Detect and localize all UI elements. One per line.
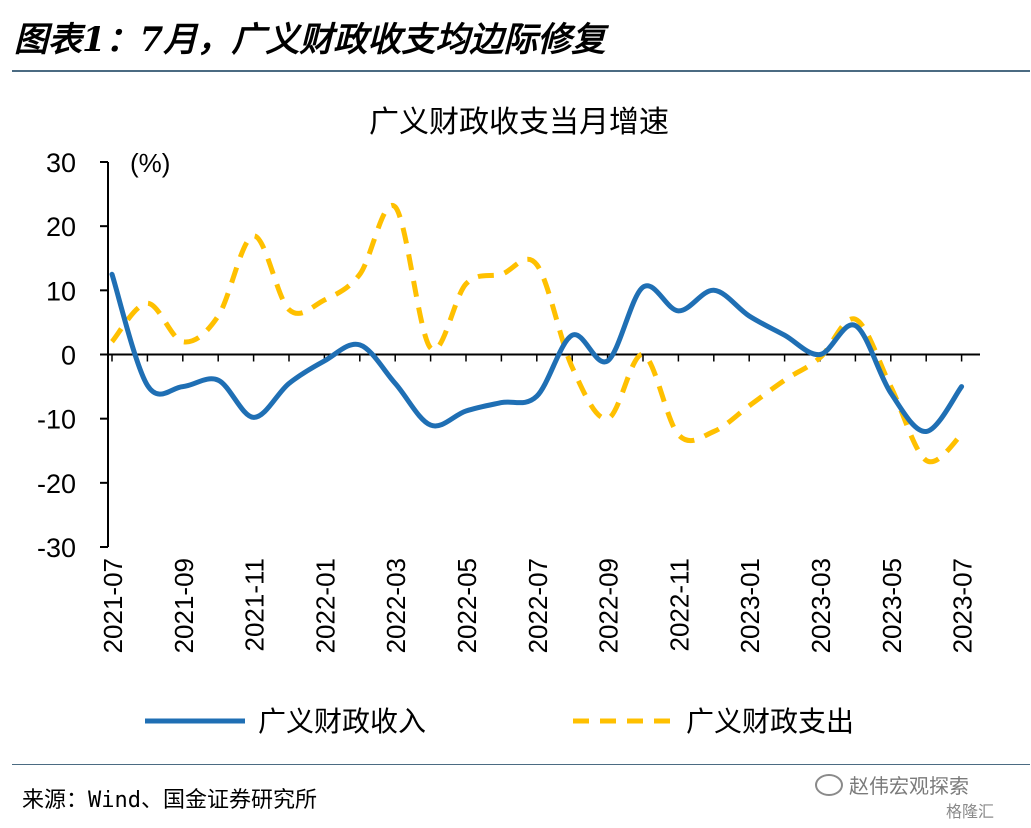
watermark-text: 赵伟宏观探索 [849, 774, 969, 798]
x-axis: 2021-07 2021-09 2021-11 2022-01 2022-03 2022-… [98, 353, 980, 653]
x-tick-label: 2022-11 [664, 558, 694, 652]
y-tick-label: -30 [37, 533, 76, 563]
y-axis: 30 20 10 0 -10 -20 -30 [37, 148, 109, 563]
y-tick-label: 30 [46, 148, 76, 178]
header-divider [12, 70, 1030, 72]
x-tick-label: 2021-11 [240, 558, 270, 652]
footer-divider [12, 764, 1030, 765]
x-tick-label: 2021-09 [169, 558, 199, 653]
wechat-icon [815, 774, 843, 796]
x-tick-label: 2022-09 [594, 558, 624, 653]
x-tick-label: 2023-01 [735, 558, 765, 653]
y-tick-label: 10 [46, 276, 76, 306]
x-tick-label: 2022-01 [310, 558, 340, 653]
legend-label: 广义财政支出 [686, 706, 854, 737]
series-line-expenditure [110, 202, 964, 465]
legend: 广义财政收入 广义财政支出 [145, 706, 854, 737]
x-tick-label: 2022-03 [381, 558, 411, 653]
watermark: 赵伟宏观探索 [815, 770, 969, 799]
page-title: 图表1：7月，广义财政收支均边际修复 [14, 20, 606, 60]
watermark-sub: 格隆汇 [946, 802, 995, 821]
y-tick-label: 0 [61, 341, 76, 371]
y-tick-label: -10 [37, 405, 76, 435]
x-tick-label: 2022-05 [452, 558, 482, 653]
chart-title: 广义财政收支当月增速 [369, 106, 669, 139]
x-tick-label: 2023-05 [877, 558, 907, 653]
legend-label: 广义财政收入 [258, 706, 426, 737]
series-layer [109, 202, 965, 465]
x-tick-label: 2021-07 [98, 558, 128, 653]
y-unit-label: (%) [130, 148, 170, 178]
y-tick-label: 20 [46, 212, 76, 242]
x-tick-label: 2022-07 [523, 558, 553, 653]
x-tick-label: 2023-07 [948, 558, 978, 653]
x-tick-label: 2023-03 [806, 558, 836, 653]
y-tick-label: -20 [37, 469, 76, 499]
series-line-revenue [109, 271, 965, 434]
source-note: 来源：Wind、国金证券研究所 [22, 788, 317, 813]
